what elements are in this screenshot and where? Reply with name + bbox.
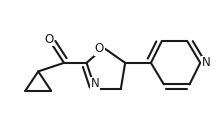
Text: N: N [91,77,100,90]
Text: O: O [44,33,54,46]
Text: O: O [95,42,104,55]
Text: N: N [202,56,211,69]
